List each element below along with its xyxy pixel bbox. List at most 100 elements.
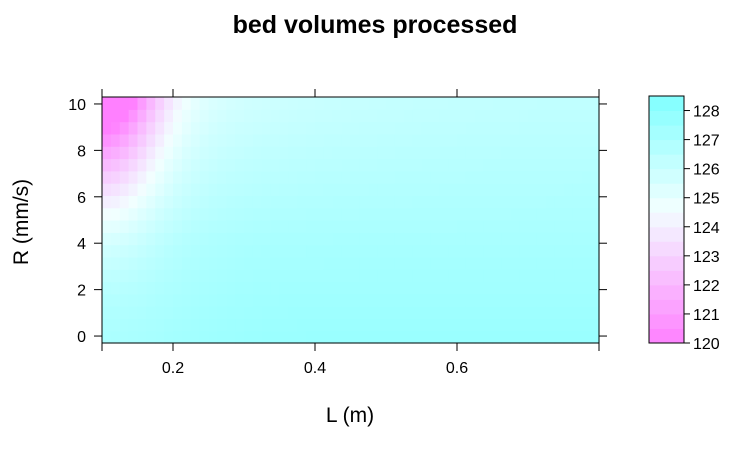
heatmap-cell bbox=[341, 220, 352, 233]
heatmap-cell bbox=[102, 158, 112, 172]
heatmap-cell bbox=[465, 281, 476, 295]
heatmap-cells bbox=[102, 97, 600, 344]
heatmap-cell bbox=[315, 306, 325, 319]
heatmap-cell bbox=[252, 109, 263, 123]
heatmap-cell bbox=[430, 281, 440, 295]
heatmap-cell bbox=[128, 293, 139, 307]
heatmap-cell bbox=[190, 281, 201, 295]
heatmap-cell bbox=[536, 281, 547, 295]
heatmap-cell bbox=[164, 256, 174, 270]
heatmap-cell bbox=[190, 232, 201, 246]
heatmap-cell bbox=[465, 183, 476, 196]
heatmap-cell bbox=[252, 220, 263, 233]
heatmap-cell bbox=[412, 330, 423, 344]
heatmap-cell bbox=[244, 232, 254, 246]
heatmap-cell bbox=[270, 133, 281, 147]
heatmap-cell bbox=[563, 195, 573, 209]
heatmap-cell bbox=[190, 256, 201, 270]
heatmap-cell bbox=[350, 281, 360, 295]
heatmap-cell bbox=[261, 306, 272, 319]
heatmap-cell bbox=[430, 195, 440, 209]
heatmap-cell bbox=[421, 109, 431, 123]
heatmap-cell bbox=[492, 170, 502, 184]
heatmap-cell bbox=[448, 195, 458, 209]
heatmap-cell bbox=[394, 281, 405, 295]
heatmap-cell bbox=[448, 269, 458, 283]
heatmap-cell bbox=[102, 133, 112, 147]
heatmap-cell bbox=[110, 207, 121, 221]
heatmap-cell bbox=[279, 158, 289, 172]
heatmap-cell bbox=[350, 293, 360, 307]
heatmap-cell bbox=[412, 170, 423, 184]
heatmap-cell bbox=[137, 220, 147, 233]
heatmap-cell bbox=[252, 158, 263, 172]
heatmap-cell bbox=[465, 146, 476, 160]
heatmap-cell bbox=[235, 133, 245, 147]
heatmap-cell bbox=[439, 318, 449, 332]
heatmap-cell bbox=[590, 146, 600, 160]
heatmap-cell bbox=[306, 318, 316, 332]
heatmap-cell bbox=[590, 330, 600, 344]
heatmap-cell bbox=[102, 195, 112, 209]
heatmap-cell bbox=[261, 207, 272, 221]
heatmap-cell bbox=[208, 158, 218, 172]
heatmap-cell bbox=[492, 244, 502, 258]
heatmap-cell bbox=[137, 97, 147, 110]
heatmap-cell bbox=[181, 121, 192, 135]
heatmap-cell bbox=[155, 318, 165, 332]
heatmap-cell bbox=[439, 109, 449, 123]
heatmap-cell bbox=[421, 232, 431, 246]
heatmap-cell bbox=[448, 158, 458, 172]
heatmap-cell bbox=[581, 121, 591, 135]
heatmap-cell bbox=[332, 318, 343, 332]
heatmap-cell bbox=[252, 195, 263, 209]
heatmap-cell bbox=[510, 318, 520, 332]
heatmap-cell bbox=[190, 158, 201, 172]
heatmap-cell bbox=[483, 207, 494, 221]
heatmap-cell bbox=[465, 232, 476, 246]
heatmap-cell bbox=[465, 207, 476, 221]
heatmap-cell bbox=[519, 207, 529, 221]
heatmap-cell bbox=[102, 146, 112, 160]
heatmap-cell bbox=[173, 207, 183, 221]
heatmap-cell bbox=[554, 133, 565, 147]
heatmap-cell bbox=[554, 256, 565, 270]
heatmap-cell bbox=[492, 207, 502, 221]
heatmap-cell bbox=[554, 109, 565, 123]
heatmap-cell bbox=[181, 195, 192, 209]
color-key-band bbox=[649, 328, 684, 344]
heatmap-cell bbox=[448, 220, 458, 233]
heatmap-cell bbox=[173, 170, 183, 184]
heatmap-cell bbox=[412, 318, 423, 332]
heatmap-cell bbox=[545, 158, 556, 172]
heatmap-cell bbox=[261, 269, 272, 283]
heatmap-cell bbox=[350, 207, 360, 221]
heatmap-cell bbox=[173, 133, 183, 147]
heatmap-cell bbox=[164, 195, 174, 209]
heatmap-cell bbox=[528, 281, 538, 295]
heatmap-cell bbox=[430, 207, 440, 221]
heatmap-cell bbox=[465, 170, 476, 184]
heatmap-cell bbox=[590, 207, 600, 221]
heatmap-cell bbox=[394, 330, 405, 344]
heatmap-cell bbox=[226, 330, 236, 344]
heatmap-cell bbox=[199, 220, 210, 233]
heatmap-cell bbox=[279, 109, 289, 123]
heatmap-cell bbox=[519, 256, 529, 270]
heatmap-cell bbox=[590, 158, 600, 172]
heatmap-cell bbox=[554, 330, 565, 344]
heatmap-cell bbox=[572, 318, 582, 332]
heatmap-cell bbox=[368, 170, 378, 184]
heatmap-cell bbox=[235, 121, 245, 135]
heatmap-cell bbox=[217, 121, 227, 135]
heatmap-cell bbox=[483, 306, 494, 319]
heatmap-cell bbox=[190, 293, 201, 307]
heatmap-cell bbox=[501, 207, 511, 221]
heatmap-cell bbox=[235, 220, 245, 233]
heatmap-cell bbox=[412, 109, 423, 123]
heatmap-cell bbox=[474, 269, 485, 283]
heatmap-cell bbox=[244, 207, 254, 221]
color-key-band bbox=[649, 96, 684, 112]
heatmap-cell bbox=[235, 306, 245, 319]
heatmap-cell bbox=[341, 183, 352, 196]
